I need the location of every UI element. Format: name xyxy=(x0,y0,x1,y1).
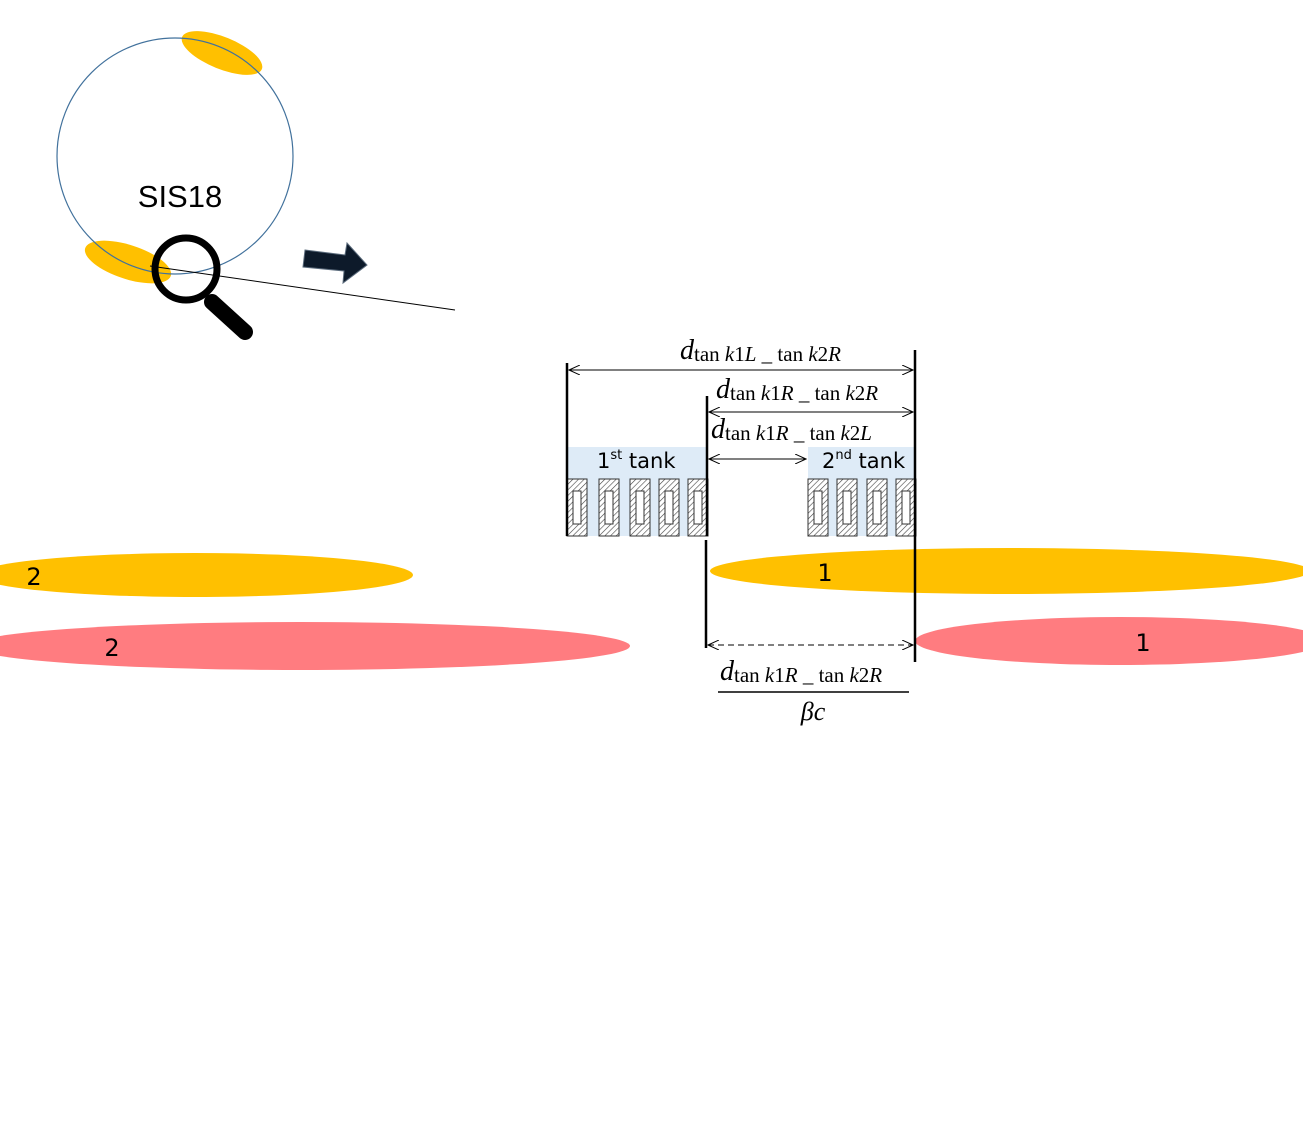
dim-label-middle: dtan k1R _ tan k2R xyxy=(716,374,878,405)
yellow-bunch-right xyxy=(710,548,1303,594)
second-tank-drift-tubes xyxy=(807,478,917,537)
sis18-ring xyxy=(56,37,294,275)
red-bunch-right-label: 1 xyxy=(1135,629,1150,657)
red-bunch-left xyxy=(0,622,630,670)
first-tank: 1st tank xyxy=(566,447,709,537)
sis18-ring-group: SIS18 xyxy=(56,31,456,340)
first-tank-label: 1st tank xyxy=(597,448,676,473)
dim-label-top: dtan k1L _ tan k2R xyxy=(680,335,841,366)
zoom-pointer-line xyxy=(149,265,456,311)
fraction-numerator: dtan k1R _ tan k2R xyxy=(720,656,882,687)
fraction-denominator: βc xyxy=(800,697,826,726)
time-fraction: dtan k1R _ tan k2R βc xyxy=(718,656,909,726)
magnifier-icon xyxy=(151,234,253,340)
right-arrow-icon xyxy=(302,241,368,285)
ring-bunch-top xyxy=(181,31,263,75)
yellow-bunch-left-label: 2 xyxy=(26,563,41,591)
dimension-arrows xyxy=(569,370,913,645)
first-tank-drift-tubes xyxy=(566,478,709,537)
ring-label: SIS18 xyxy=(138,179,222,214)
dim-label-gap: dtan k1R _ tan k2L xyxy=(711,414,872,445)
reference-lines xyxy=(565,350,917,662)
bunches: 2 2 1 1 xyxy=(0,548,1303,670)
second-tank: 2nd tank xyxy=(807,447,917,537)
red-bunch-right xyxy=(915,617,1303,665)
second-tank-label: 2nd tank xyxy=(822,448,906,473)
yellow-bunch-right-label: 1 xyxy=(817,559,832,587)
yellow-bunch-left xyxy=(0,553,413,597)
red-bunch-left-label: 2 xyxy=(104,634,119,662)
